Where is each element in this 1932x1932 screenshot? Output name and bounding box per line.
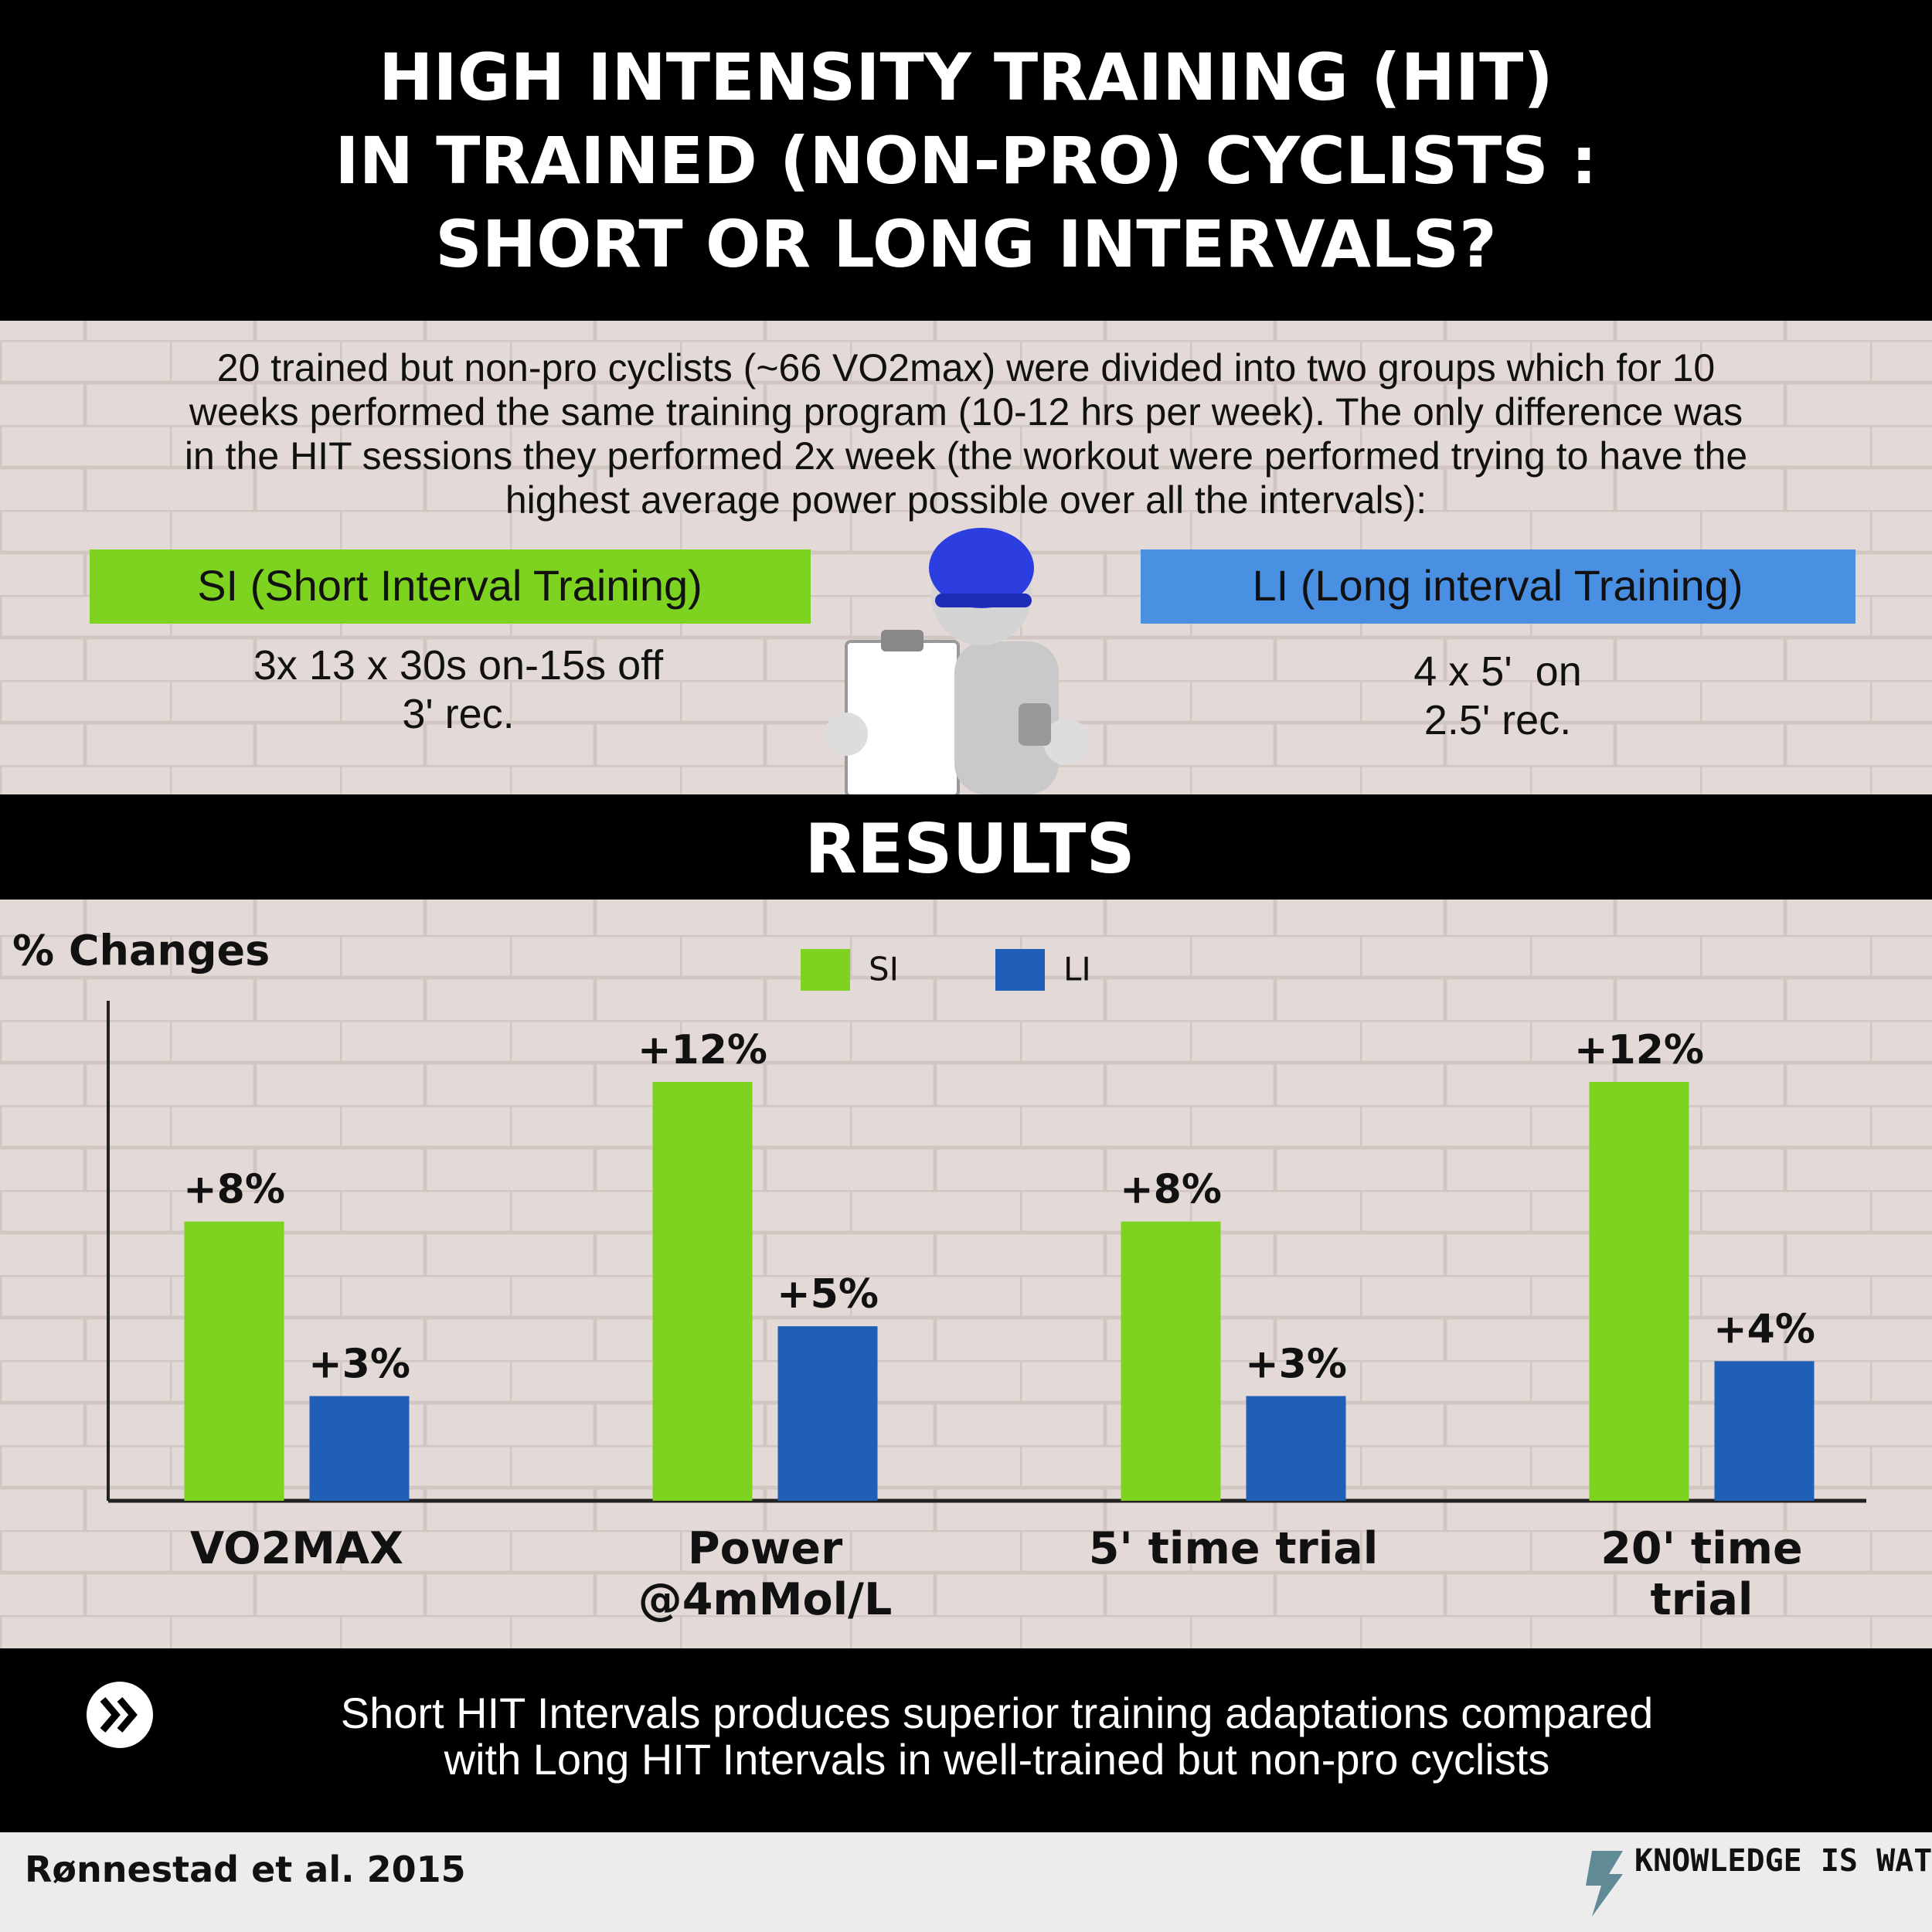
intro-line: 20 trained but non-pro cyclists (~66 VO2… <box>216 346 1716 389</box>
conclusion-line: Short HIT Intervals produces superior tr… <box>340 1689 1654 1737</box>
value-label: +12% <box>638 1027 767 1073</box>
group-name: SI (Short Interval Training) <box>197 561 702 610</box>
conclusion-line: with Long HIT Intervals in well-trained … <box>444 1735 1550 1784</box>
legend-swatch <box>995 949 1045 991</box>
title-line: IN TRAINED (NON-PRO) CYCLISTS : <box>335 123 1597 199</box>
legend-swatch <box>801 949 850 991</box>
bar <box>184 1221 284 1501</box>
bar <box>1121 1221 1221 1501</box>
x-tick-label: Power @4mMol/L <box>638 1523 893 1625</box>
value-label: +3% <box>308 1342 410 1388</box>
value-label: +3% <box>1245 1342 1347 1388</box>
y-axis-label: % Changes <box>12 927 270 975</box>
intro-line: in the HIT sessions they performed 2x we… <box>184 434 1748 478</box>
protocol-line: 4 x 5' on <box>1413 648 1582 695</box>
results-band <box>0 794 1932 900</box>
value-label: +4% <box>1713 1306 1815 1352</box>
bar <box>652 1082 753 1501</box>
legend-label: SI <box>869 951 899 988</box>
chevron-mark <box>100 1697 138 1733</box>
results-title: RESULTS <box>804 809 1135 889</box>
value-label: +5% <box>777 1271 879 1318</box>
bar <box>777 1326 878 1501</box>
protocol-line: 3' rec. <box>402 691 515 737</box>
intro-line: highest average power possible over all … <box>505 478 1427 522</box>
legend-label: LI <box>1063 951 1091 988</box>
header-band <box>0 0 1932 321</box>
bar <box>1714 1361 1815 1501</box>
brand-logo <box>1586 1851 1623 1917</box>
coach-figure <box>825 528 1090 798</box>
x-tick-label: VO2MAX <box>189 1523 404 1574</box>
bar <box>309 1396 410 1501</box>
value-label: +12% <box>1574 1027 1704 1073</box>
group-name: LI (Long interval Training) <box>1252 561 1743 610</box>
brand: KNOWLEDGE IS WATT <box>1634 1843 1932 1879</box>
conclusion-band <box>0 1648 1932 1832</box>
title-line: SHORT OR LONG INTERVALS? <box>435 206 1497 282</box>
protocol-line: 2.5' rec. <box>1423 697 1572 743</box>
citation: Rønnestad et al. 2015 <box>25 1849 466 1890</box>
si-box <box>90 549 811 624</box>
title-line: HIGH INTENSITY TRAINING (HIT) <box>379 39 1553 115</box>
protocol-line: 3x 13 x 30s on-15s off <box>253 642 664 689</box>
bar <box>1246 1396 1346 1501</box>
bar <box>1589 1082 1689 1501</box>
value-label: +8% <box>183 1167 285 1213</box>
li-box <box>1141 549 1855 624</box>
intro-line: weeks performed the same training progra… <box>189 390 1743 434</box>
x-tick-label: 20' time trial <box>1600 1523 1803 1625</box>
x-tick-label: 5' time trial <box>1088 1523 1379 1574</box>
value-label: +8% <box>1120 1167 1222 1213</box>
